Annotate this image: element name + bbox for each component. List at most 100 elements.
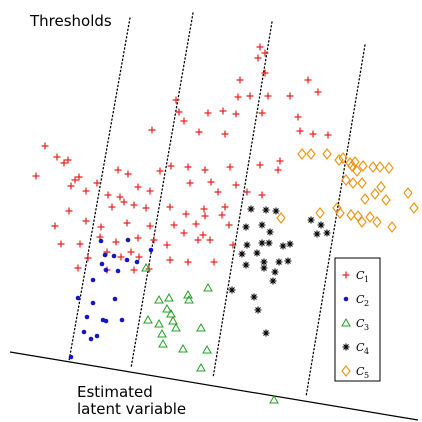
- point-plus: [258, 191, 266, 199]
- point-diamond: [376, 181, 386, 193]
- point-dot: [119, 317, 125, 323]
- point-plus: [175, 108, 183, 116]
- point-plus: [114, 166, 122, 174]
- point-plus: [53, 153, 61, 161]
- point-plus: [130, 201, 138, 209]
- point-asterisk: [286, 240, 294, 248]
- point-plus: [32, 172, 40, 180]
- point-dot: [90, 277, 96, 283]
- point-plus: [60, 159, 68, 167]
- point-dot: [103, 267, 109, 273]
- point-asterisk: [243, 241, 251, 249]
- point-plus: [166, 203, 174, 211]
- point-dot: [111, 253, 117, 259]
- data-points: [32, 43, 419, 404]
- point-asterisk: [258, 221, 266, 229]
- point-plus: [112, 238, 120, 246]
- point-asterisk: [275, 258, 283, 266]
- point-asterisk: [242, 223, 250, 231]
- point-diamond: [315, 207, 325, 219]
- point-asterisk: [279, 242, 287, 250]
- point-diamond: [335, 207, 345, 219]
- point-dot: [68, 354, 74, 360]
- point-plus: [219, 107, 227, 115]
- legend-marker-plus: [342, 271, 350, 279]
- legend-subscript-1: 1: [364, 275, 369, 284]
- point-plus: [65, 207, 73, 215]
- point-diamond: [353, 210, 363, 222]
- point-triangle: [166, 308, 176, 318]
- point-triangle: [141, 262, 151, 272]
- point-asterisk: [307, 216, 315, 224]
- point-plus: [75, 173, 83, 181]
- latent-variable-label-line1: Estimated: [77, 383, 153, 401]
- point-plus: [82, 187, 90, 195]
- point-diamond: [332, 202, 342, 214]
- point-asterisk: [250, 293, 258, 301]
- point-diamond: [357, 216, 367, 228]
- point-plus: [201, 166, 209, 174]
- point-triangle: [154, 294, 164, 304]
- point-plus: [221, 130, 229, 138]
- point-plus: [108, 203, 116, 211]
- point-plus: [146, 187, 154, 195]
- point-triangle: [143, 314, 153, 324]
- point-plus: [130, 266, 138, 274]
- point-asterisk: [269, 277, 277, 285]
- point-plus: [210, 258, 218, 266]
- point-plus: [309, 130, 317, 138]
- point-plus: [57, 240, 65, 248]
- point-dot: [112, 296, 118, 302]
- point-plus: [324, 131, 332, 139]
- point-diamond: [409, 202, 419, 214]
- point-diamond: [352, 165, 362, 177]
- point-asterisk: [323, 229, 331, 237]
- point-diamond: [322, 148, 332, 160]
- point-diamond: [370, 188, 380, 200]
- point-plus: [246, 92, 254, 100]
- point-plus: [150, 236, 158, 244]
- legend-label-1: C: [356, 269, 365, 282]
- point-plus: [184, 258, 192, 266]
- point-asterisk: [228, 286, 236, 294]
- point-asterisk: [266, 228, 274, 236]
- point-asterisk: [272, 207, 280, 215]
- point-plus: [51, 222, 59, 230]
- point-triangle: [203, 282, 213, 292]
- point-plus: [117, 253, 125, 261]
- threshold-line-4: [305, 44, 366, 398]
- point-plus: [172, 96, 180, 104]
- point-plus: [226, 163, 234, 171]
- point-plus: [104, 191, 112, 199]
- thresholds-label: Thresholds: [29, 12, 112, 30]
- point-diamond: [365, 211, 375, 223]
- point-plus: [304, 76, 312, 84]
- legend-subscript-4: 4: [364, 347, 369, 356]
- point-diamond: [384, 162, 394, 174]
- point-plus: [184, 163, 192, 171]
- point-plus: [186, 179, 194, 187]
- point-plus: [116, 193, 124, 201]
- point-plus: [134, 183, 142, 191]
- point-plus: [214, 188, 222, 196]
- point-plus: [170, 221, 178, 229]
- point-dot: [75, 295, 81, 301]
- point-plus: [134, 234, 142, 242]
- point-plus: [204, 109, 212, 117]
- point-diamond: [306, 148, 316, 160]
- point-plus: [314, 88, 322, 96]
- point-triangle: [196, 362, 206, 372]
- point-plus: [76, 240, 84, 248]
- point-plus: [71, 176, 79, 184]
- point-plus: [74, 264, 82, 272]
- legend-marker-triangle: [341, 317, 351, 327]
- point-plus: [206, 236, 214, 244]
- legend-label-2: C: [356, 293, 365, 306]
- point-plus: [229, 241, 237, 249]
- point-asterisk: [253, 249, 261, 257]
- point-plus: [243, 188, 251, 196]
- point-triangle: [178, 343, 188, 353]
- point-asterisk: [317, 221, 325, 229]
- point-asterisk: [265, 239, 273, 247]
